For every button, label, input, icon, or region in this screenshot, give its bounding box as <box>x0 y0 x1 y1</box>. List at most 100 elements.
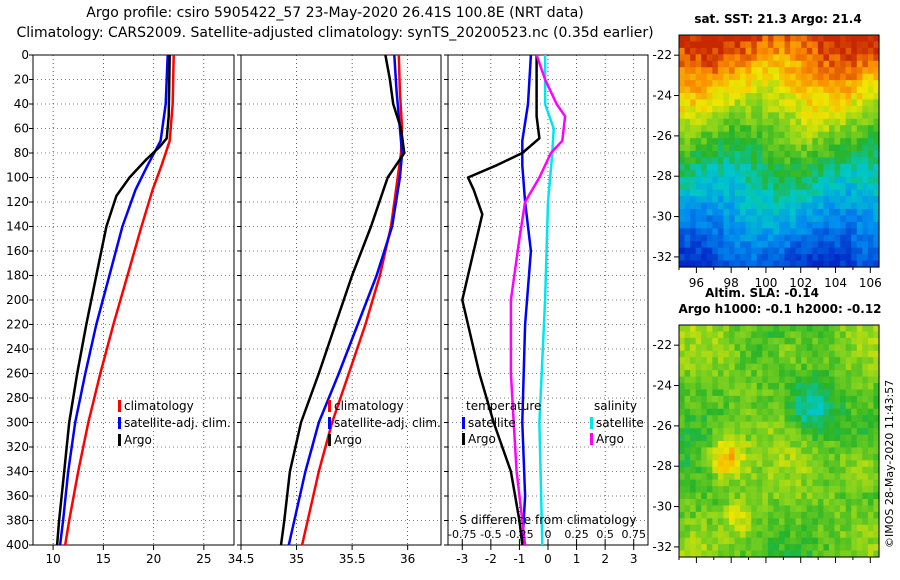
map-cell <box>751 234 758 242</box>
map-cell <box>867 47 875 55</box>
map-cell <box>706 511 713 519</box>
map-cell <box>867 460 875 468</box>
map-cell <box>740 73 747 81</box>
map-cell <box>773 189 780 197</box>
map-cell <box>795 112 802 120</box>
map-cell <box>690 189 697 197</box>
map-cell <box>690 254 697 262</box>
map-cell <box>823 221 830 229</box>
map-cell <box>717 73 725 81</box>
map-cell <box>817 112 825 120</box>
map-cell <box>851 60 858 68</box>
map-cell <box>734 125 741 133</box>
map-cell <box>834 453 841 461</box>
map-cell <box>684 421 691 429</box>
map-cell <box>801 176 808 184</box>
map-cell <box>790 157 797 165</box>
map-cell <box>829 170 836 178</box>
legend-swatch <box>462 417 465 429</box>
map-cell <box>795 221 802 229</box>
map-cell <box>790 473 797 481</box>
map-cell <box>823 189 830 197</box>
map-cell <box>767 395 775 403</box>
map-cell <box>679 395 686 403</box>
map-cell <box>717 402 725 410</box>
map-cell <box>845 93 852 101</box>
map-cell <box>851 357 858 365</box>
map-cell <box>723 479 730 487</box>
map-cell <box>817 550 825 558</box>
credit-text: ©IMOS 28-May-2020 11:43:57 <box>883 380 896 548</box>
map-cell <box>873 466 880 474</box>
map-cell <box>806 466 813 474</box>
map-cell <box>784 350 791 358</box>
map-cell <box>679 518 686 526</box>
map-cell <box>734 395 741 403</box>
map-cell <box>745 157 752 165</box>
map-cell <box>812 408 819 416</box>
map-cell <box>845 41 852 49</box>
map-cell <box>773 163 780 171</box>
map-cell <box>684 54 691 62</box>
map-cell <box>734 241 741 249</box>
map-cell <box>790 221 797 229</box>
map-cell <box>734 479 741 487</box>
map-cell <box>801 125 808 133</box>
map-cell <box>812 247 819 255</box>
map-cell <box>851 486 858 494</box>
map-cell <box>829 428 836 436</box>
map-cell <box>834 415 841 423</box>
map-cell <box>723 357 730 365</box>
map-cell <box>851 376 858 384</box>
map-cell <box>834 337 841 345</box>
map-cell <box>823 93 830 101</box>
map-cell <box>734 428 741 436</box>
x-tick-label: -1 <box>513 552 525 566</box>
map-cell <box>829 228 836 236</box>
map-cell <box>767 170 775 178</box>
map-cell <box>723 473 730 481</box>
map-cell <box>751 486 758 494</box>
map-cell <box>723 460 730 468</box>
map-cell <box>734 408 741 416</box>
map-cell <box>684 202 691 210</box>
map-cell <box>695 428 702 436</box>
map-cell <box>806 350 813 358</box>
map-cell <box>723 215 730 223</box>
map-cell <box>684 383 691 391</box>
map-cell <box>795 93 802 101</box>
y-tick-label: 360 <box>6 489 29 503</box>
map-cell <box>834 60 841 68</box>
map-cell <box>740 247 747 255</box>
map-cell <box>856 370 863 378</box>
map-cell <box>845 344 852 352</box>
map-cell <box>856 118 863 126</box>
map-cell <box>734 176 741 184</box>
map-cell <box>745 209 752 217</box>
map-cell <box>823 47 830 55</box>
map-cell <box>679 537 686 545</box>
map-cell <box>801 486 808 494</box>
map-cell <box>779 183 786 191</box>
map-cell <box>862 60 869 68</box>
map-cell <box>723 505 730 513</box>
map-cell <box>873 337 880 345</box>
map-cell <box>723 209 730 217</box>
map-cell <box>779 170 786 178</box>
map-cell <box>679 441 686 449</box>
map-cell <box>851 428 858 436</box>
map-cell <box>873 67 880 75</box>
map-cell <box>729 105 736 113</box>
map-cell <box>762 157 769 165</box>
map-cell <box>751 86 758 94</box>
map-cell <box>729 441 736 449</box>
map-cell <box>779 486 786 494</box>
map-cell <box>723 544 730 552</box>
map-cell <box>795 163 802 171</box>
map-cell <box>834 486 841 494</box>
map-cell <box>740 395 747 403</box>
map-cell <box>712 357 719 365</box>
map-cell <box>695 151 702 159</box>
map-cell <box>762 163 769 171</box>
map-cell <box>695 60 702 68</box>
